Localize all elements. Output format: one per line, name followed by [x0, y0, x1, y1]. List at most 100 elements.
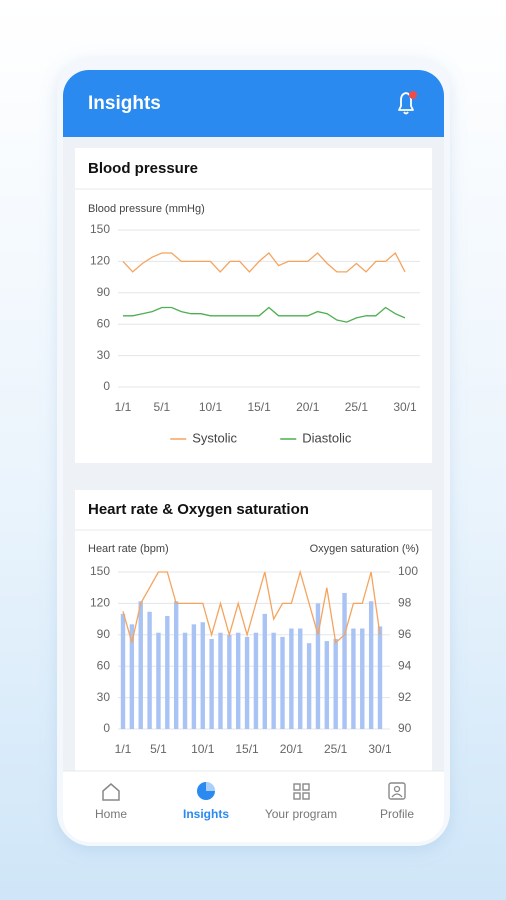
bar: [173, 601, 179, 729]
data-line: [122, 569, 381, 644]
axis-label: Blood pressure (mmHg): [88, 203, 205, 215]
y-tick-label: 60: [97, 316, 111, 330]
x-tick-label: 5/1: [150, 742, 167, 756]
x-tick-label: 20/1: [296, 400, 320, 414]
card-title: Blood pressure: [88, 160, 198, 177]
nav-program[interactable]: Your program: [265, 783, 337, 821]
data-line: [122, 251, 406, 273]
bar: [377, 626, 383, 729]
y-tick-label: 120: [90, 596, 110, 610]
bar: [298, 628, 303, 729]
bar: [244, 636, 250, 729]
x-tick-label: 1/1: [115, 742, 132, 756]
bar: [271, 632, 276, 729]
y2-tick-label: 94: [398, 658, 412, 672]
bar: [156, 632, 161, 729]
y-tick-label: 0: [103, 721, 110, 735]
header-title: Insights: [88, 93, 161, 114]
x-tick-label: 30/1: [393, 400, 417, 414]
notification-dot: [409, 91, 417, 99]
y-tick-label: 90: [97, 285, 111, 299]
y-tick-label: 30: [97, 348, 111, 362]
x-tick-label: 25/1: [324, 742, 348, 756]
y-tick-label: 0: [103, 379, 110, 393]
home-icon: [102, 783, 120, 801]
x-tick-label: 10/1: [191, 742, 215, 756]
bar: [227, 634, 232, 729]
y2-tick-label: 90: [398, 721, 412, 735]
bar: [342, 592, 347, 729]
x-tick-label: 10/1: [199, 400, 223, 414]
y2-tick-label: 96: [398, 627, 412, 641]
nav-label: Your program: [265, 807, 337, 821]
x-tick-label: 25/1: [345, 400, 369, 414]
nav-home[interactable]: Home: [95, 783, 127, 821]
bar: [253, 632, 259, 729]
bar: [315, 603, 321, 729]
data-line: [123, 306, 406, 323]
bar: [218, 632, 223, 729]
bar: [368, 601, 374, 729]
y-tick-label: 60: [97, 658, 111, 672]
program-icon: [302, 792, 310, 800]
nav-insights[interactable]: Insights: [183, 782, 229, 821]
bar: [120, 613, 126, 729]
bar: [280, 636, 285, 729]
y-tick-label: 150: [90, 222, 110, 236]
nav-label: Insights: [183, 807, 229, 821]
bar: [147, 611, 152, 729]
x-tick-label: 15/1: [235, 742, 259, 756]
x-tick-label: 15/1: [247, 400, 271, 414]
y2-tick-label: 92: [398, 690, 412, 704]
nav-label: Home: [95, 807, 127, 821]
charts: Blood pressure Blood pressure (mmHg) 0 30 60…: [88, 160, 420, 756]
bell-clapper: [403, 111, 409, 115]
bar: [236, 632, 241, 729]
profile-icon-body: [391, 793, 403, 798]
program-icon: [293, 792, 301, 800]
axis-label: Oxygen saturation (%): [310, 543, 419, 555]
axis-label: Heart rate (bpm): [88, 543, 169, 555]
bar: [182, 632, 188, 729]
x-tick-label: 30/1: [368, 742, 392, 756]
y-tick-label: 120: [90, 254, 110, 268]
card: [75, 148, 432, 463]
phone-screen: Insights Blood pressure Blood pressure (m…: [63, 70, 444, 842]
nav-label: Profile: [380, 807, 414, 821]
y2-tick-label: 100: [398, 564, 418, 578]
y-tick-label: 30: [97, 690, 111, 704]
bar: [324, 641, 330, 729]
bar: [129, 624, 135, 729]
bar: [289, 628, 294, 729]
y-tick-label: 90: [97, 627, 111, 641]
bar: [262, 613, 267, 729]
bottom-nav: [63, 771, 444, 842]
bar: [333, 638, 338, 729]
x-tick-label: 20/1: [280, 742, 304, 756]
program-icon: [293, 783, 301, 791]
profile-icon-head: [393, 785, 401, 793]
bar: [360, 628, 365, 729]
legend-label: Diastolic: [302, 430, 352, 445]
bar: [351, 628, 356, 729]
x-tick-label: 1/1: [115, 400, 132, 414]
bar: [306, 643, 312, 729]
bar: [209, 638, 214, 729]
y2-tick-label: 98: [398, 596, 412, 610]
app-header: [63, 70, 444, 137]
notification-bell[interactable]: [398, 91, 417, 115]
profile-icon: [388, 782, 406, 800]
program-icon: [302, 783, 310, 791]
bell-icon: [398, 92, 414, 111]
bar: [138, 601, 143, 729]
x-tick-label: 5/1: [154, 400, 171, 414]
bar: [165, 615, 170, 729]
y-tick-label: 150: [90, 564, 110, 578]
nav-profile[interactable]: Profile: [380, 782, 414, 821]
legend-label: Systolic: [192, 430, 237, 445]
bar: [191, 624, 197, 729]
card-title: Heart rate & Oxygen saturation: [88, 501, 309, 518]
insights-icon-slice: [206, 782, 215, 791]
bar: [200, 622, 205, 729]
